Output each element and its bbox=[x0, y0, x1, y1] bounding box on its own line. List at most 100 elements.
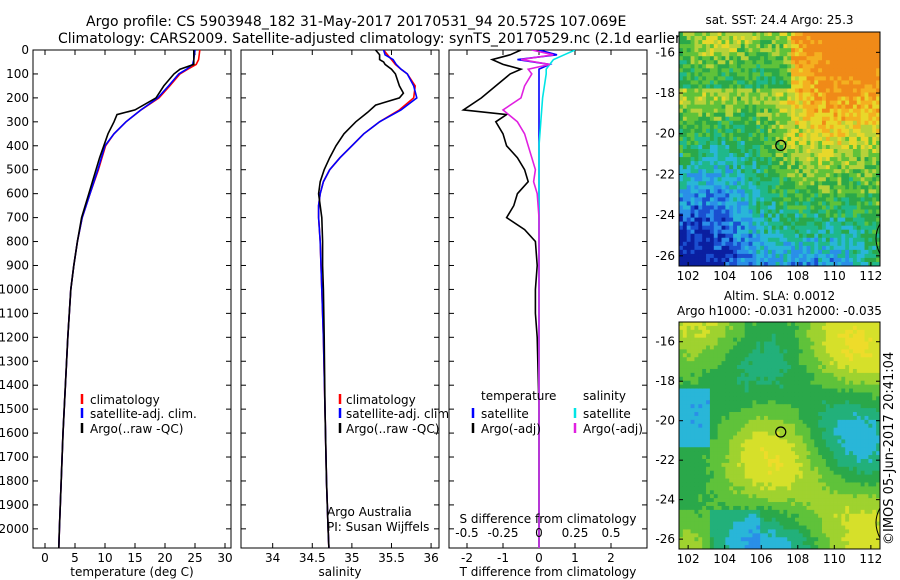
map-cell bbox=[814, 116, 819, 122]
map-cell bbox=[736, 439, 742, 444]
map-cell bbox=[852, 48, 858, 53]
map-cell bbox=[856, 153, 862, 158]
map-cell bbox=[872, 249, 877, 255]
map-cell bbox=[756, 36, 761, 41]
map-cell bbox=[752, 458, 757, 464]
map-cell bbox=[825, 245, 831, 251]
map-cell bbox=[818, 68, 823, 73]
map-cell bbox=[845, 205, 850, 210]
map-cell bbox=[679, 396, 684, 401]
map-cell bbox=[822, 52, 827, 57]
map-cell bbox=[818, 233, 823, 239]
map-cell bbox=[694, 257, 699, 263]
map-cell bbox=[752, 132, 757, 138]
map-cell bbox=[690, 435, 695, 440]
map-cell bbox=[760, 64, 765, 69]
map-cell bbox=[698, 36, 703, 41]
map-cell bbox=[845, 169, 850, 174]
map-cell bbox=[798, 96, 804, 101]
map-cell bbox=[860, 88, 865, 93]
map-cell bbox=[733, 419, 738, 425]
map-cell bbox=[729, 100, 734, 106]
map-cell bbox=[713, 140, 719, 146]
map-cell bbox=[679, 40, 684, 45]
map-cell bbox=[833, 104, 838, 110]
map-cell bbox=[736, 466, 742, 472]
map-cell bbox=[740, 221, 746, 227]
map-cell bbox=[744, 494, 749, 499]
map-cell bbox=[686, 144, 691, 150]
map-cell bbox=[791, 132, 796, 138]
map-cell bbox=[771, 72, 777, 77]
map-cell bbox=[767, 173, 773, 178]
map-cell bbox=[709, 96, 715, 101]
map-cell bbox=[706, 361, 711, 366]
map-cell bbox=[709, 451, 715, 456]
map-cell bbox=[698, 225, 703, 231]
map-cell bbox=[694, 529, 699, 534]
map-cell bbox=[775, 353, 780, 358]
map-cell bbox=[690, 225, 695, 231]
map-cell bbox=[756, 435, 761, 440]
map-cell bbox=[845, 253, 850, 259]
map-cell bbox=[787, 466, 792, 472]
map-cell bbox=[717, 229, 722, 235]
map-cell bbox=[822, 229, 827, 235]
map-cell bbox=[829, 80, 835, 85]
map-cell bbox=[771, 415, 777, 421]
map-cell bbox=[740, 177, 746, 182]
depth-tick-label: 400 bbox=[6, 139, 29, 153]
map-cell bbox=[698, 337, 703, 342]
map-cell bbox=[679, 213, 684, 218]
map-cell bbox=[725, 502, 730, 507]
map-cell bbox=[775, 40, 780, 45]
map-cell bbox=[779, 44, 784, 49]
map-cell bbox=[721, 384, 726, 389]
map-cell bbox=[837, 169, 842, 174]
map-cell bbox=[852, 96, 858, 101]
map-cell bbox=[829, 169, 835, 174]
map-cell bbox=[682, 201, 688, 206]
map-cell bbox=[787, 462, 792, 468]
map-cell bbox=[713, 177, 719, 182]
map-cell bbox=[702, 149, 707, 154]
map-cell bbox=[694, 128, 699, 134]
map-cell bbox=[690, 325, 695, 331]
map-cell bbox=[845, 185, 850, 190]
map-cell bbox=[798, 144, 804, 150]
map-cell bbox=[752, 68, 757, 73]
map-cell bbox=[760, 104, 765, 110]
map-cell bbox=[729, 337, 734, 342]
map-cell bbox=[729, 44, 734, 49]
map-cell bbox=[721, 337, 726, 342]
map-cell bbox=[775, 337, 780, 342]
map-cell bbox=[760, 537, 765, 542]
map-cell bbox=[698, 486, 703, 491]
map-cell bbox=[686, 478, 691, 483]
map-cell bbox=[717, 128, 722, 134]
map-cell bbox=[752, 157, 757, 162]
map-cell bbox=[717, 213, 722, 218]
depth-tick-label: 1300 bbox=[0, 354, 29, 368]
map-cell bbox=[729, 443, 734, 448]
map-cell bbox=[783, 245, 788, 251]
map-cell bbox=[833, 116, 838, 122]
map-cell bbox=[729, 225, 734, 231]
map-cell bbox=[868, 249, 873, 255]
map-cell bbox=[725, 201, 730, 206]
map-cell bbox=[690, 482, 695, 487]
map-cell bbox=[702, 474, 707, 479]
map-cell bbox=[798, 225, 804, 231]
map-cell bbox=[686, 56, 691, 61]
map-cell bbox=[852, 257, 858, 263]
map-cell bbox=[686, 104, 691, 110]
map-cell bbox=[733, 108, 738, 114]
map-cell bbox=[740, 376, 746, 382]
map-cell bbox=[706, 144, 711, 150]
map-cell bbox=[764, 68, 769, 73]
map-cell bbox=[767, 423, 773, 429]
map-cell bbox=[864, 108, 869, 114]
map-cell bbox=[686, 177, 691, 182]
map-cell bbox=[744, 455, 749, 460]
legend-title-temperature: temperature bbox=[481, 389, 556, 403]
